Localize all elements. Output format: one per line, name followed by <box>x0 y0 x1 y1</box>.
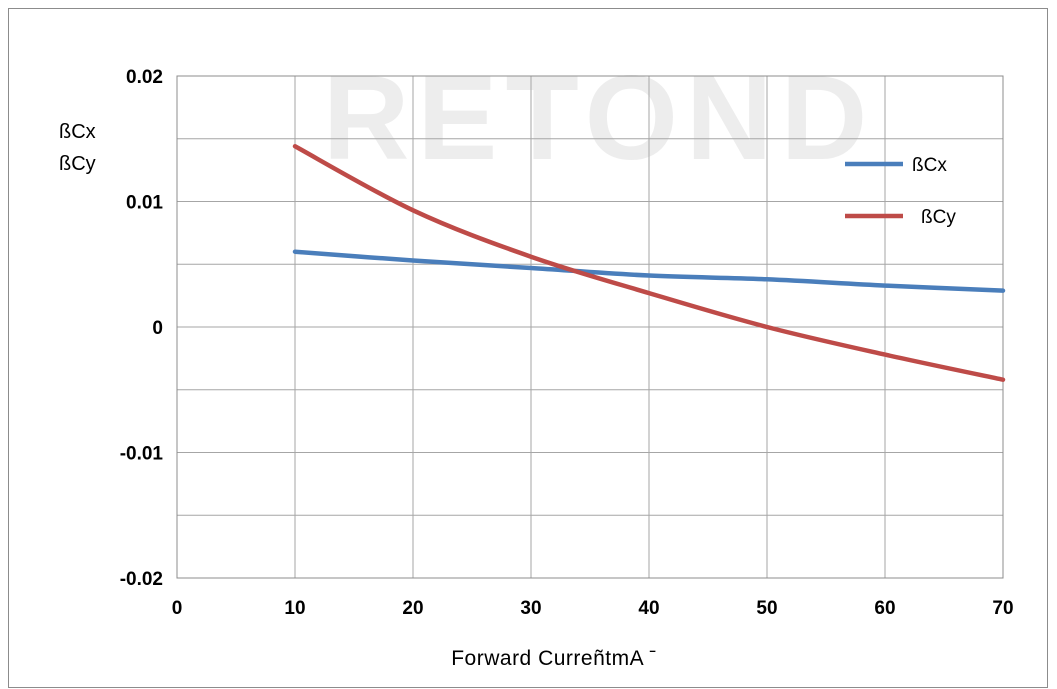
x-axis-label: Forward CurreñtmA ˉ <box>451 647 657 670</box>
legend: ßCx ßCy <box>845 155 956 228</box>
plot-border <box>176 75 1004 579</box>
y-tick-label: 0.02 <box>126 67 163 88</box>
y-axis-label-line-2: ßCy <box>59 153 96 175</box>
y-axis-label-line-1: ßCx <box>59 121 96 143</box>
x-tick-label: 50 <box>756 598 777 619</box>
series-lines <box>292 144 1006 382</box>
series-line-bcx <box>292 249 1006 293</box>
y-tick-label: -0.02 <box>120 569 163 590</box>
y-tick-label: 0 <box>152 318 163 339</box>
x-tick-label: 30 <box>520 598 541 619</box>
watermark: RETOND <box>323 51 876 185</box>
y-tick-label: 0.01 <box>126 193 163 214</box>
series-line-bcy <box>292 144 1006 382</box>
line-chart: RETOND 0.02 0.01 0 -0.01 -0.02 0 10 20 30 40 50 60… <box>59 51 1014 670</box>
y-axis-ticks: 0.02 0.01 0 -0.01 -0.02 <box>120 67 164 590</box>
y-axis-label: ßCx ßCy <box>59 121 96 175</box>
x-tick-label: 20 <box>402 598 423 619</box>
y-tick-label: -0.01 <box>120 444 164 465</box>
x-tick-label: 10 <box>284 598 305 619</box>
grid <box>176 75 1004 579</box>
chart-frame: RETOND 0.02 0.01 0 -0.01 -0.02 0 10 20 30 40 50 60… <box>8 8 1048 688</box>
x-tick-label: 0 <box>172 598 183 619</box>
x-tick-label: 40 <box>638 598 659 619</box>
x-axis-ticks: 0 10 20 30 40 50 60 70 <box>172 598 1014 619</box>
x-tick-label: 70 <box>992 598 1013 619</box>
x-tick-label: 60 <box>874 598 895 619</box>
legend-label: ßCy <box>921 207 956 228</box>
legend-label: ßCx <box>912 155 947 176</box>
